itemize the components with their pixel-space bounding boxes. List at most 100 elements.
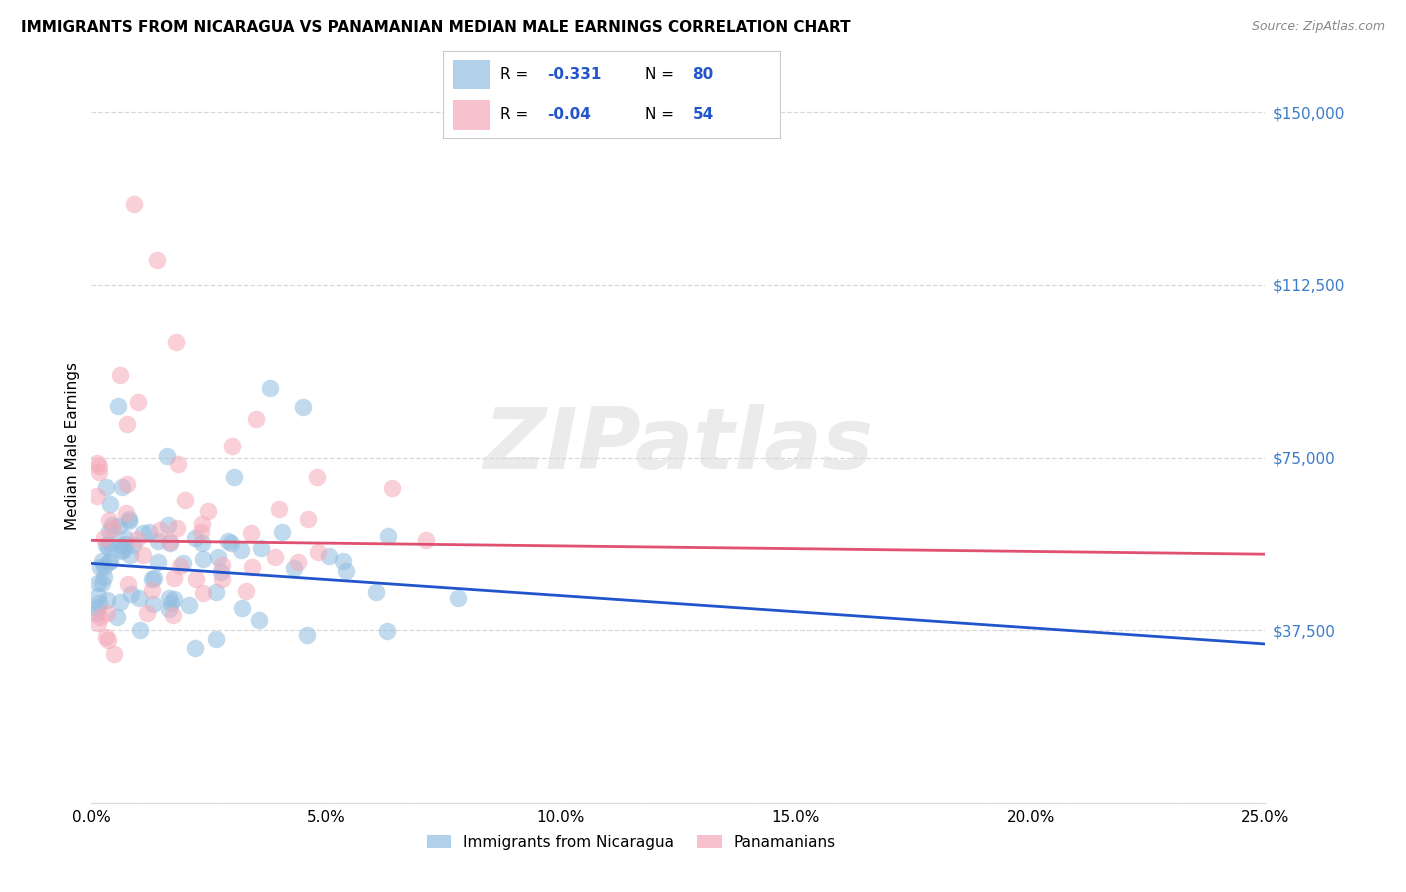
Point bbox=[114, 537, 136, 551]
Point bbox=[205, 585, 228, 599]
Point bbox=[118, 548, 141, 562]
Point bbox=[447, 591, 470, 606]
Point bbox=[97, 633, 120, 648]
Point bbox=[86, 456, 108, 470]
Point bbox=[219, 536, 242, 550]
Point bbox=[86, 606, 108, 620]
Point bbox=[174, 493, 197, 508]
Point bbox=[190, 535, 212, 549]
Point bbox=[115, 417, 138, 431]
Point bbox=[207, 550, 229, 565]
Text: -0.331: -0.331 bbox=[547, 67, 602, 82]
Point bbox=[172, 556, 194, 570]
Text: IMMIGRANTS FROM NICARAGUA VS PANAMANIAN MEDIAN MALE EARNINGS CORRELATION CHART: IMMIGRANTS FROM NICARAGUA VS PANAMANIAN … bbox=[21, 20, 851, 35]
Point bbox=[96, 593, 118, 607]
Point bbox=[295, 628, 318, 642]
Point bbox=[89, 596, 111, 610]
Point bbox=[94, 480, 117, 494]
Bar bbox=[453, 100, 491, 129]
Point bbox=[245, 412, 267, 426]
Point bbox=[307, 545, 329, 559]
Point bbox=[98, 554, 121, 568]
Point bbox=[190, 517, 212, 532]
Point bbox=[127, 395, 149, 409]
Point bbox=[90, 554, 112, 568]
Point bbox=[89, 610, 111, 624]
Point bbox=[114, 506, 136, 520]
Point bbox=[307, 470, 329, 484]
Bar bbox=[453, 60, 491, 89]
Point bbox=[259, 381, 281, 395]
Point bbox=[157, 591, 180, 606]
Text: N =: N = bbox=[645, 107, 679, 122]
Point bbox=[221, 439, 243, 453]
Point bbox=[93, 560, 115, 574]
Point bbox=[264, 550, 287, 565]
Point bbox=[211, 558, 233, 573]
Point bbox=[191, 586, 214, 600]
Point bbox=[318, 549, 340, 564]
Point bbox=[136, 606, 159, 620]
Point bbox=[283, 561, 305, 575]
Point bbox=[117, 576, 139, 591]
Point bbox=[118, 512, 141, 526]
Point bbox=[184, 640, 207, 655]
Point bbox=[209, 565, 232, 579]
Point bbox=[86, 489, 108, 503]
Point bbox=[129, 623, 152, 637]
Point bbox=[97, 524, 120, 538]
Point bbox=[149, 523, 172, 537]
Point bbox=[128, 591, 150, 605]
Y-axis label: Median Male Earnings: Median Male Earnings bbox=[65, 362, 80, 530]
Text: R =: R = bbox=[501, 67, 533, 82]
Point bbox=[111, 542, 134, 557]
Point bbox=[332, 554, 354, 568]
Point bbox=[224, 470, 246, 484]
Point bbox=[97, 541, 120, 555]
Point bbox=[114, 531, 136, 545]
Point bbox=[169, 558, 191, 573]
Point bbox=[107, 399, 129, 413]
Point bbox=[297, 512, 319, 526]
Point bbox=[166, 521, 188, 535]
Point bbox=[94, 538, 117, 552]
Point bbox=[160, 596, 183, 610]
Point bbox=[186, 573, 208, 587]
Point bbox=[146, 533, 169, 548]
Point bbox=[156, 449, 179, 463]
Point bbox=[132, 525, 155, 540]
Point bbox=[375, 624, 398, 638]
Point bbox=[120, 587, 142, 601]
Point bbox=[122, 197, 145, 211]
Point bbox=[141, 572, 163, 586]
Point bbox=[249, 613, 271, 627]
Point bbox=[270, 524, 292, 539]
Point bbox=[146, 252, 169, 267]
Point bbox=[105, 609, 128, 624]
Point bbox=[231, 600, 253, 615]
Text: Source: ZipAtlas.com: Source: ZipAtlas.com bbox=[1251, 20, 1385, 33]
Point bbox=[190, 524, 212, 539]
Point bbox=[111, 480, 134, 494]
Point bbox=[211, 572, 233, 586]
Point bbox=[110, 595, 132, 609]
Point bbox=[142, 597, 165, 611]
Text: R =: R = bbox=[501, 107, 533, 122]
Point bbox=[111, 539, 134, 553]
Point bbox=[100, 517, 122, 532]
Point bbox=[98, 513, 121, 527]
Point bbox=[118, 514, 141, 528]
Point bbox=[110, 544, 132, 558]
Point bbox=[157, 518, 180, 533]
Point bbox=[103, 647, 125, 661]
Point bbox=[93, 570, 115, 584]
Point bbox=[159, 534, 181, 549]
Point bbox=[89, 560, 111, 574]
Point bbox=[87, 615, 110, 630]
Point bbox=[167, 457, 190, 471]
Text: 80: 80 bbox=[693, 67, 714, 82]
Point bbox=[240, 559, 263, 574]
Point bbox=[381, 481, 404, 495]
Point bbox=[229, 543, 252, 558]
Text: ZIPatlas: ZIPatlas bbox=[484, 404, 873, 488]
